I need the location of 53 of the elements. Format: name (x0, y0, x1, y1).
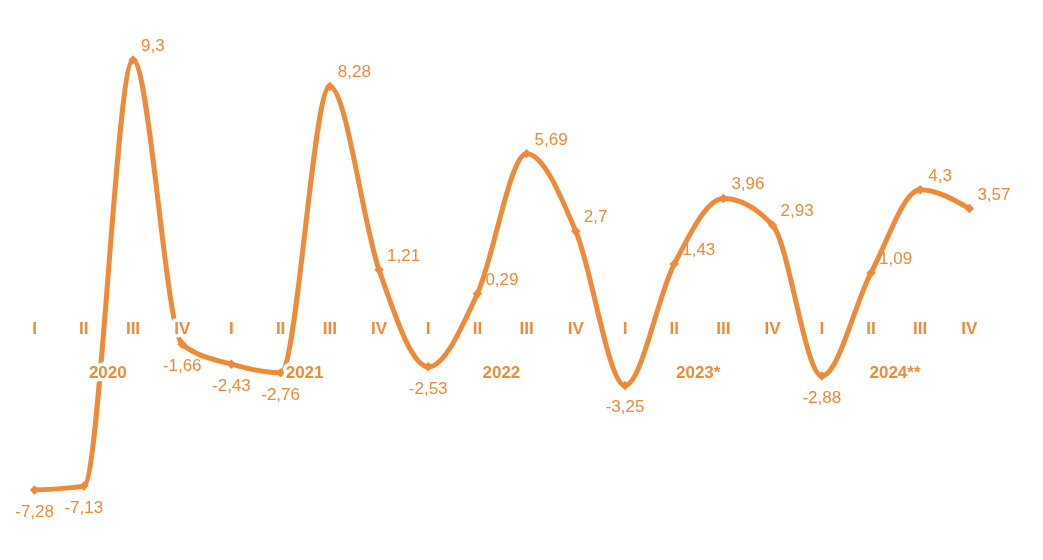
x-tick-label: I (622, 319, 628, 339)
x-tick-label: III (125, 319, 141, 339)
data-label: -2,88 (802, 387, 842, 407)
x-tick-label: II (79, 319, 89, 339)
data-label: -3,25 (605, 397, 645, 417)
x-tick-label: II (472, 319, 483, 339)
x-tick-label: II (275, 319, 286, 339)
point (79, 481, 89, 491)
x-tick-label: II (866, 319, 876, 339)
data-label: 0,29 (485, 269, 519, 289)
point (620, 380, 630, 391)
x-tick-label: IV (370, 319, 388, 339)
x-tick-label: I (32, 319, 37, 339)
x-tick-label: III (322, 319, 337, 339)
x-tick-label: III (716, 319, 731, 339)
data-label: -7,13 (64, 498, 104, 518)
data-label: 3,96 (731, 174, 765, 194)
x-tick-label: III (519, 319, 534, 339)
x-tick-label: I (425, 319, 431, 339)
data-label: -7,28 (15, 502, 54, 521)
data-label: -2,43 (212, 376, 251, 396)
x-tick-label: IV (764, 319, 782, 339)
data-label: 9,3 (141, 36, 165, 55)
x-tick-label: II (669, 319, 679, 339)
x-tick-label: I (229, 319, 234, 339)
point (817, 371, 827, 381)
data-label: 5,69 (534, 129, 568, 149)
data-label: -1,66 (162, 356, 202, 376)
point (669, 259, 679, 269)
data-label: 1,21 (387, 245, 421, 265)
data-label: -2,76 (261, 384, 300, 404)
data-label: 1,43 (682, 240, 716, 260)
data-label: 1,09 (879, 248, 913, 268)
annotation: 2024** (869, 363, 921, 383)
data-label: 3,57 (977, 184, 1011, 204)
data-label: -2,53 (408, 378, 448, 398)
point (472, 288, 483, 299)
point (571, 226, 581, 236)
data-label: 4,3 (928, 165, 952, 185)
annotation: 2023* (675, 363, 721, 383)
x-tick-label: III (913, 319, 928, 339)
data-label: 2,7 (583, 207, 608, 227)
annotation: 2022 (482, 363, 521, 383)
point (177, 339, 187, 349)
data-label: 2,93 (780, 201, 814, 221)
point (767, 220, 778, 230)
point (325, 81, 335, 92)
x-tick-label: I (819, 319, 825, 339)
point (964, 203, 975, 214)
x-tick-label: IV (961, 319, 979, 339)
annotation: 2021 (285, 363, 324, 383)
data-label: 8,28 (337, 62, 371, 82)
x-tick-label: IV (567, 319, 585, 339)
